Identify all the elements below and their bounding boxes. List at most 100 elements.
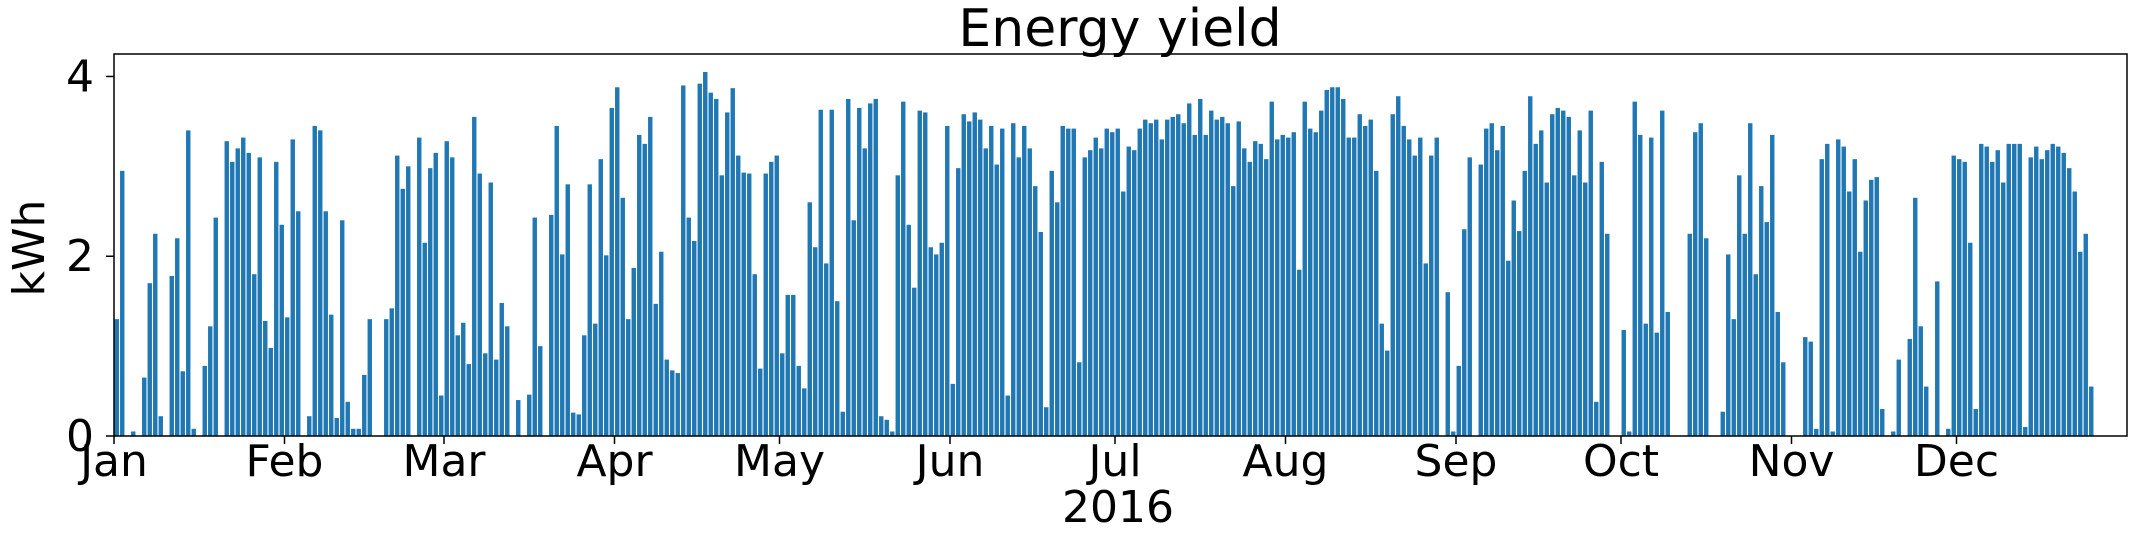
- bar: [1605, 233, 1610, 436]
- bar: [466, 364, 471, 436]
- bar: [2001, 182, 2006, 436]
- bar: [626, 319, 631, 436]
- bar: [246, 152, 251, 436]
- bar: [1137, 128, 1142, 436]
- bar: [1814, 428, 1819, 436]
- bar: [1720, 411, 1725, 436]
- x-axis-ticks: Jan Feb Mar Apr May Jun Jul Aug Sep Oct Nov Dec: [77, 436, 1999, 487]
- bar: [2067, 168, 2072, 436]
- bar: [422, 242, 427, 436]
- bar: [873, 98, 878, 436]
- x-tick-label: May: [734, 436, 825, 487]
- bar: [296, 211, 301, 436]
- bar: [714, 98, 719, 436]
- bar: [917, 110, 922, 436]
- bar: [230, 161, 235, 437]
- bar: [1528, 96, 1533, 437]
- bar: [1346, 137, 1351, 436]
- bar: [659, 251, 664, 436]
- bar: [1203, 134, 1208, 436]
- bar: [169, 276, 174, 436]
- bar: [2023, 427, 2028, 436]
- bar: [802, 388, 807, 436]
- bar: [285, 317, 290, 436]
- bar: [1951, 155, 1956, 436]
- bar: [1654, 332, 1659, 436]
- bar: [1258, 143, 1263, 436]
- bar: [2034, 146, 2039, 436]
- bar: [235, 148, 240, 436]
- bar: [384, 319, 389, 436]
- bar: [1880, 409, 1885, 436]
- bar: [1874, 177, 1879, 436]
- bar: [923, 112, 928, 437]
- bar: [153, 233, 158, 436]
- bar: [1594, 401, 1599, 436]
- bar: [1434, 137, 1439, 436]
- bar: [642, 143, 647, 436]
- bar: [538, 346, 543, 436]
- bar: [1176, 114, 1181, 436]
- bar: [1869, 179, 1874, 436]
- bar: [147, 283, 152, 436]
- bar: [824, 263, 829, 436]
- bar: [202, 365, 207, 436]
- bar: [312, 125, 317, 436]
- bar: [1577, 130, 1582, 436]
- bar: [1132, 150, 1137, 437]
- bar: [1038, 231, 1043, 436]
- bar: [406, 166, 411, 436]
- bar: [1082, 157, 1087, 437]
- bar: [1033, 186, 1038, 436]
- bar: [191, 428, 196, 436]
- bar: [1957, 159, 1962, 436]
- bar: [868, 103, 873, 436]
- bar: [428, 168, 433, 436]
- x-tick-label: Jul: [1085, 436, 1141, 487]
- bar: [532, 217, 537, 436]
- bar: [686, 217, 691, 436]
- bar: [2012, 143, 2017, 436]
- bar: [2006, 143, 2011, 436]
- bar: [1517, 231, 1522, 436]
- bar: [1110, 132, 1115, 436]
- bar: [1429, 155, 1434, 436]
- bar: [1187, 103, 1192, 436]
- bar: [1764, 222, 1769, 436]
- bar: [554, 125, 559, 436]
- bar: [395, 155, 400, 436]
- bar: [752, 274, 757, 436]
- bar: [1808, 341, 1813, 436]
- bar: [1407, 139, 1412, 436]
- bar: [956, 168, 961, 436]
- bar: [131, 431, 136, 436]
- bar: [499, 302, 504, 436]
- bar: [488, 182, 493, 436]
- bar-series: [114, 71, 2094, 437]
- bar: [1731, 319, 1736, 436]
- y-tick-label: 0: [66, 411, 94, 462]
- bar: [274, 161, 279, 437]
- bar: [1286, 137, 1291, 436]
- bar: [604, 255, 609, 436]
- bar: [1770, 134, 1775, 436]
- bar: [1016, 157, 1021, 437]
- bar: [1924, 386, 1929, 436]
- bar: [719, 175, 724, 436]
- bar: [1148, 123, 1153, 437]
- bar: [433, 152, 438, 436]
- bar: [818, 109, 823, 436]
- bar: [1847, 191, 1852, 436]
- bar: [1055, 202, 1060, 436]
- bar: [840, 411, 845, 436]
- bar: [989, 125, 994, 436]
- bar: [1390, 114, 1395, 436]
- x-axis-label: 2016: [1062, 482, 1174, 533]
- x-tick-label: Sep: [1415, 436, 1498, 487]
- bar: [241, 137, 246, 436]
- bar: [329, 314, 334, 436]
- bar: [1220, 116, 1225, 437]
- bar: [1467, 157, 1472, 437]
- bar: [1308, 128, 1313, 436]
- bar: [829, 109, 834, 436]
